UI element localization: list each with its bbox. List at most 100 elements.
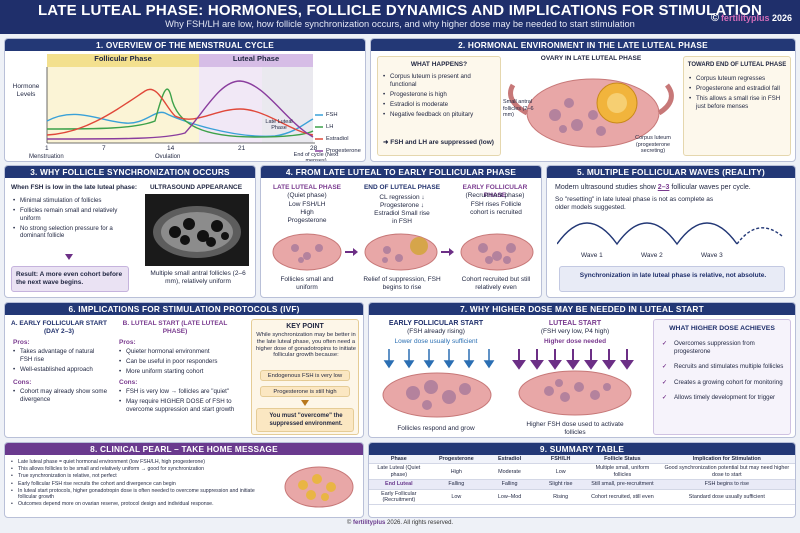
tick-21: 21 xyxy=(238,145,246,152)
stage3-subtitle: (Recruitment phase) xyxy=(465,192,525,199)
ovary-illustration xyxy=(508,78,674,148)
toward-end-list: Corpus luteum regresses Progesterone and… xyxy=(689,75,787,113)
panel-follicular-waves: 5. MULTIPLE FOLLICULAR WAVES (REALITY) M… xyxy=(546,165,796,298)
fsh-line xyxy=(46,111,314,138)
list-item: Progesterone and estradiol fall xyxy=(689,85,787,93)
table-cell: Falling xyxy=(484,479,536,490)
waves-lead-part1: Modern ultrasound studies show xyxy=(555,184,656,191)
wave-2-label: Wave 2 xyxy=(641,252,663,259)
table-cell: Good synchronization potential but may n… xyxy=(658,463,795,481)
small-follicle xyxy=(596,126,606,136)
ultrasound-caption: Multiple small antral follicles (2–6 mm)… xyxy=(150,270,246,285)
small-follicle xyxy=(559,125,567,133)
list-item: Allows timely development for trigger xyxy=(662,394,786,402)
logo-text: fertilityplus xyxy=(720,13,770,23)
key-point-fact-1-text: Endogenous FSH is very low xyxy=(267,373,343,379)
key-point-text: While synchronization may be better in t… xyxy=(256,332,356,359)
list-item: In luteal start protocols, higher gonado… xyxy=(11,488,273,500)
logo-year: 2026 xyxy=(771,13,792,23)
follicular-label: Follicular Phase xyxy=(94,54,152,63)
waves-note-box: Synchronization in late luteal phase is … xyxy=(559,266,785,292)
table-cell: Still small, pre-recruitment xyxy=(586,479,659,490)
table-cell: Slight rise xyxy=(535,479,587,490)
luteal-start-footer: Higher FSH dose used to activate follicl… xyxy=(526,421,624,436)
panel-luteal-to-follicular: 4. FROM LATE LUTEAL TO EARLY FOLLICULAR … xyxy=(260,165,542,298)
option-b-cons-label: Cons: xyxy=(119,379,138,386)
list-item: This allows follicles to be small and re… xyxy=(11,466,273,472)
stage2-desc: CL regression ↓ Progesterone ↓ Estradiol… xyxy=(374,194,430,225)
table-row: Early Follicular (Recruitment) Low Low–M… xyxy=(369,489,795,506)
panel-title: 3. WHY FOLLICLE SYNCHRONIZATION OCCURS xyxy=(5,166,255,178)
stage3-title: EARLY FOLLICULAR PHASE xyxy=(462,184,528,199)
panel-clinical-pearl: 8. CLINICAL PEARL – TAKE HOME MESSAGE La… xyxy=(4,442,364,518)
table-row: End Luteal Falling Falling Slight rise S… xyxy=(369,479,795,490)
panel-cycle-overview: 1. OVERVIEW OF THE MENSTRUAL CYCLE Hormo… xyxy=(4,38,366,162)
waves-text: So "resetting" in late luteal phase is n… xyxy=(555,196,714,211)
small-follicle xyxy=(588,110,598,120)
tick-28: 28 xyxy=(310,145,318,152)
arrow-down-icon xyxy=(65,254,73,260)
waves-note: Synchronization in late luteal phase is … xyxy=(579,272,767,279)
table-row: Late Luteal (Quiet phase) High Moderate … xyxy=(369,463,795,481)
list-item: Overcomes suppression from progesterone xyxy=(662,340,786,355)
option-a-pros-label: Pros: xyxy=(13,339,30,346)
table-cell: Low xyxy=(428,489,484,506)
luteal-label: Luteal Phase xyxy=(232,54,280,63)
list-item: Late luteal phase = quiet hormonal envir… xyxy=(11,459,273,465)
pearl-ovary-illustration xyxy=(284,466,354,508)
panel-title: 5. MULTIPLE FOLLICULAR WAVES (REALITY) xyxy=(547,166,795,178)
panel-higher-dose: 7. WHY HIGHER DOSE MAY BE NEEDED IN LUTE… xyxy=(368,302,796,438)
arrow-right-icon: ➜ xyxy=(383,139,391,146)
stage1-subtitle: (Quiet phase) xyxy=(287,192,327,199)
list-item: Early follicular FSH rise recruits the c… xyxy=(11,481,273,487)
luteal-start-title: LUTEAL START xyxy=(548,320,602,327)
luteal-start-subtitle: (FSH very low, P4 high) xyxy=(540,328,610,335)
key-point-fact-1: Endogenous FSH is very low xyxy=(260,370,350,381)
what-happens-list: Corpus luteum is present and functional … xyxy=(383,73,499,121)
panel-implications: 6. IMPLICATIONS FOR STIMULATION PROTOCOL… xyxy=(4,302,364,438)
corpus-luteum-label: Corpus luteum (progesterone secreting) xyxy=(635,135,671,154)
option-a-title: A. EARLY FOLLICULAR START (DAY 2–3) xyxy=(11,320,107,335)
list-item: Cohort may already show some divergence xyxy=(13,388,107,403)
progesterone-line xyxy=(46,80,314,140)
luteal-start-illustration xyxy=(512,349,634,416)
stage3-footer: Cohort recruited but still relatively ev… xyxy=(461,276,531,291)
waves-lead: Modern ultrasound studies show 2–3 folli… xyxy=(555,184,791,192)
panel-title: 9. SUMMARY TABLE xyxy=(369,443,795,455)
small-follicle xyxy=(549,109,561,121)
list-item: Can be useful in poor responders xyxy=(119,358,243,366)
page-title: LATE LUTEAL PHASE: HORMONES, FOLLICLE DY… xyxy=(37,2,763,19)
what-happens-title: WHAT HAPPENS? xyxy=(410,61,468,68)
table-header: Phase xyxy=(369,455,429,465)
waves-count: 2–3 xyxy=(657,184,670,191)
what-happens-box: WHAT HAPPENS? Corpus luteum is present a… xyxy=(377,56,501,156)
stage-ovaries xyxy=(272,233,534,271)
early-start-subtitle: (FSH already rising) xyxy=(407,328,465,335)
footer-text: 2026. All rights reserved. xyxy=(387,520,454,526)
list-item: Creates a growing cohort for monitoring xyxy=(662,379,786,387)
legend-progesterone: Progesterone xyxy=(326,148,361,154)
list-item: Outcomes depend more on ovarian reserve,… xyxy=(11,501,273,507)
copyright-icon: © xyxy=(346,520,354,526)
stage2-title: END OF LUTEAL PHASE xyxy=(363,184,441,191)
ovulation-label: Ovulation xyxy=(155,154,181,160)
list-item: This allows a small rise in FSH just bef… xyxy=(689,95,787,110)
y-axis-label: Hormone Levels xyxy=(12,83,40,98)
table-cell: Late Luteal (Quiet phase) xyxy=(369,463,429,481)
stage3-desc: FSH rises Follicle cohort is recruited xyxy=(470,201,522,216)
list-item: More uniform starting cohort xyxy=(119,368,243,376)
suppression-text: FSH and LH are suppressed (low) xyxy=(390,139,494,146)
sync-list: Minimal stimulation of follicles Follicl… xyxy=(13,197,133,242)
small-follicle xyxy=(571,119,583,131)
menstruation-label: Menstruation xyxy=(29,154,64,160)
option-b-pros-label: Pros: xyxy=(119,339,136,346)
option-b-pros: Quieter hormonal environment Can be usef… xyxy=(119,348,243,378)
key-point-result-text: You must "overcome" the suppressed envir… xyxy=(269,413,343,427)
wave-3-label: Wave 3 xyxy=(701,252,723,259)
footer-brand: fertilityplus xyxy=(353,520,386,526)
toward-end-box: TOWARD END OF LUTEAL PHASE Corpus luteum… xyxy=(683,56,791,156)
option-b-title: B. LUTEAL START (LATE LUTEAL PHASE) xyxy=(122,320,228,335)
panel-title: 7. WHY HIGHER DOSE MAY BE NEEDED IN LUTE… xyxy=(369,303,795,315)
stage2-footer: Relief of suppression, FSH begins to ris… xyxy=(363,276,441,291)
follicular-band xyxy=(47,54,199,67)
